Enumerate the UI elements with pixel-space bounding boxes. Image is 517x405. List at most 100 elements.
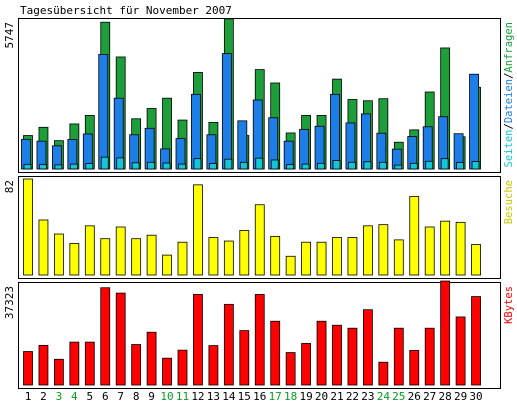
axis-label-part: Besuche [503, 180, 515, 224]
bar-hits-seiten-7 [116, 157, 125, 170]
bar-hits-dateien-30 [469, 73, 479, 170]
bar-visits-besuche-15 [239, 230, 250, 276]
bar-kbytes-kbytes-21 [332, 324, 342, 386]
bar-kbytes-kbytes-17 [270, 320, 281, 386]
x-tick-label: 26 [408, 390, 421, 403]
bar-hits-seiten-10 [162, 162, 171, 170]
panel-kbytes: 37323 KBytes [3, 280, 515, 389]
bar-kbytes-kbytes-27 [424, 327, 435, 386]
x-tick-label: 21 [330, 390, 343, 403]
bar-hits-seiten-15 [239, 161, 248, 170]
bar-kbytes-kbytes-6 [100, 287, 111, 386]
bar-hits-dateien-21 [330, 93, 340, 170]
x-axis-labels: 1 2 3 4 5 6 7 8 9 10 11 12 13 14 15 16 17 18 19 20 21 22 23 24 2… [25, 390, 483, 403]
bar-kbytes-kbytes-3 [54, 358, 64, 386]
bar-hits-seiten-22 [348, 161, 356, 170]
x-tick-label: 24 [377, 390, 391, 403]
bar-hits-seiten-29 [456, 162, 465, 170]
bar-hits-seiten-26 [409, 162, 418, 170]
bar-visits-besuche-23 [362, 225, 373, 276]
x-tick-label: 14 [222, 390, 236, 403]
bar-hits-dateien-12 [191, 93, 201, 170]
bar-visits-besuche-24 [378, 224, 389, 276]
bar-hits-seiten-3 [54, 164, 63, 170]
bar-visits-besuche-29 [455, 221, 466, 276]
bar-hits-seiten-24 [378, 161, 387, 170]
bar-hits-seiten-13 [208, 163, 217, 170]
bar-visits-besuche-9 [146, 234, 157, 276]
bar-hits-seiten-21 [332, 160, 341, 170]
bar-visits-besuche-27 [424, 226, 435, 276]
x-tick-label: 29 [454, 390, 467, 403]
bar-kbytes-kbytes-13 [208, 345, 219, 386]
bar-visits-besuche-21 [332, 237, 342, 276]
bar-visits-besuche-12 [193, 184, 203, 276]
bar-kbytes-kbytes-4 [69, 341, 80, 386]
x-tick-label: 19 [299, 390, 312, 403]
bar-visits-besuche-18 [285, 255, 296, 276]
axis-label-hits: Seiten/Dateien/Anfragen [503, 22, 515, 167]
x-tick-label: 15 [238, 390, 251, 403]
x-tick-label: 11 [176, 390, 189, 403]
bar-hits-dateien-14 [221, 53, 232, 170]
bar-hits-dateien-6 [98, 54, 109, 170]
bar-visits-besuche-8 [131, 238, 142, 276]
ymax-label-kbytes: 37323 [3, 286, 16, 319]
bar-visits-besuche-7 [115, 226, 126, 276]
x-tick-label: 8 [133, 390, 140, 403]
bar-visits-besuche-6 [100, 238, 111, 276]
bar-hits-seiten-23 [363, 161, 372, 170]
x-tick-label: 20 [315, 390, 328, 403]
x-tick-label: 22 [346, 390, 359, 403]
axis-label-part: Anfragen [503, 22, 515, 73]
x-tick-label: 13 [207, 390, 220, 403]
bar-visits-besuche-28 [440, 220, 451, 276]
bar-visits-besuche-17 [270, 235, 281, 276]
bar-kbytes-kbytes-9 [146, 331, 157, 386]
bar-kbytes-kbytes-14 [223, 303, 234, 386]
x-tick-label: 16 [253, 390, 266, 403]
bar-hits-dateien-19 [299, 128, 310, 170]
bar-kbytes-kbytes-5 [84, 341, 95, 386]
bar-hits-seiten-20 [317, 162, 325, 170]
bar-kbytes-kbytes-22 [347, 327, 358, 386]
panel-frame-hits [18, 18, 501, 173]
bar-kbytes-kbytes-15 [239, 330, 250, 386]
bar-hits-seiten-28 [440, 158, 449, 170]
bar-kbytes-kbytes-18 [285, 352, 296, 386]
bar-kbytes-kbytes-11 [177, 349, 188, 386]
bar-hits-seiten-27 [425, 160, 434, 170]
x-tick-label: 12 [191, 390, 204, 403]
bar-visits-besuche-1 [23, 178, 33, 276]
panel-frame-kbytes [18, 282, 501, 389]
bar-visits-besuche-5 [84, 225, 95, 276]
bar-visits-besuche-26 [409, 196, 420, 276]
bar-hits-dateien-20 [314, 125, 325, 170]
bar-hits-seiten-16 [255, 157, 264, 170]
bar-hits-seiten-2 [39, 164, 47, 170]
bar-hits-seiten-25 [394, 164, 403, 170]
bar-kbytes-kbytes-1 [23, 351, 33, 386]
bar-visits-besuche-13 [208, 237, 219, 276]
x-tick-label: 6 [102, 390, 109, 403]
bar-visits-besuche-20 [316, 241, 327, 276]
x-tick-label: 2 [40, 390, 47, 403]
bar-kbytes-kbytes-29 [455, 316, 466, 386]
bar-hits-dateien-15 [237, 120, 248, 170]
bar-kbytes-kbytes-20 [316, 320, 327, 386]
bar-kbytes-kbytes-30 [471, 296, 481, 386]
bar-visits-besuche-16 [254, 204, 265, 276]
axis-label-part: KBytes [503, 286, 515, 324]
bar-kbytes-kbytes-10 [162, 357, 172, 386]
axis-label-part: Dateien [503, 79, 515, 123]
bar-kbytes-kbytes-7 [115, 292, 126, 386]
axis-label-part: / [503, 123, 515, 129]
x-tick-label: 1 [25, 390, 32, 403]
x-tick-label: 4 [71, 390, 78, 403]
bar-visits-besuche-30 [471, 244, 481, 276]
x-tick-label: 27 [423, 390, 436, 403]
x-tick-label: 10 [160, 390, 173, 403]
bar-kbytes-kbytes-23 [362, 309, 373, 386]
